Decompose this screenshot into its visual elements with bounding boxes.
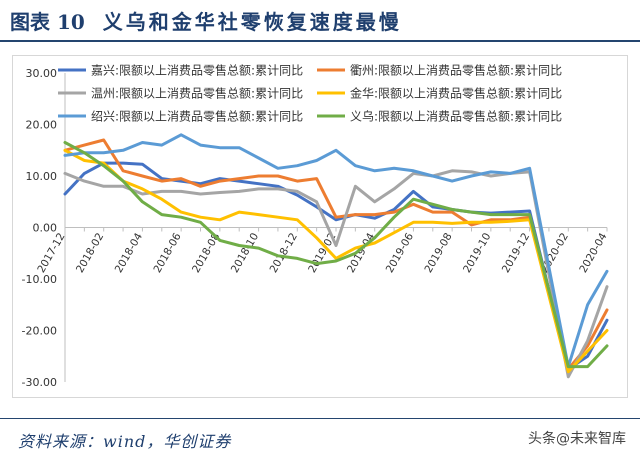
- legend-label-3: 温州:限额以上消费品零售总额:累计同比: [91, 86, 303, 101]
- y-tick-label: -10.00: [22, 273, 57, 286]
- legend-label-4: 金华:限额以上消费品零售总额:累计同比: [350, 86, 562, 101]
- legend-label-2: 衢州:限额以上消费品零售总额:累计同比: [350, 63, 562, 78]
- line-chart: 30.00 20.00 10.00 0.00 -10.00 -20.00 -30.00 201…: [22, 63, 610, 390]
- x-tick-label: 2019-10: [461, 231, 493, 275]
- x-tick-label: 2017-12: [35, 231, 67, 275]
- y-tick-label: -30.00: [22, 376, 57, 389]
- y-tick-label: -20.00: [22, 325, 57, 338]
- series-line-3: [63, 169, 609, 379]
- legend-label-1: 嘉兴:限额以上消费品零售总额:累计同比: [91, 63, 303, 78]
- y-tick-label: 0.00: [33, 222, 58, 235]
- chart-title: 义乌和金华社零恢复速度最慢: [102, 9, 402, 34]
- y-tick-label: 10.00: [26, 170, 58, 183]
- legend-label-5: 绍兴:限额以上消费品零售总额:累计同比: [91, 109, 303, 124]
- y-tick-label: 30.00: [26, 67, 58, 80]
- x-tick-label: 2018-10: [229, 231, 261, 275]
- watermark: 头条@未来智库: [528, 431, 626, 447]
- legend-label-6: 义乌:限额以上消费品零售总额:累计同比: [350, 109, 562, 124]
- x-tick-label: 2020-04: [577, 231, 609, 275]
- series-line-5: [63, 133, 609, 369]
- chart-frame: 30.00 20.00 10.00 0.00 -10.00 -20.00 -30.00 201…: [12, 55, 628, 398]
- x-tick-label: 2018-06: [151, 231, 183, 275]
- title-divider: [0, 40, 640, 42]
- x-tick-label: 2018-04: [113, 231, 145, 275]
- source-note: 资料来源：wind，华创证券: [18, 432, 232, 451]
- x-tick-label: 2019-04: [345, 231, 377, 275]
- x-tick-label: 2019-08: [422, 231, 454, 275]
- series-line-2: [63, 138, 609, 371]
- series-line-6: [63, 141, 609, 369]
- y-tick-label: 20.00: [26, 119, 58, 132]
- source-divider: [0, 418, 640, 419]
- series-line-1: [63, 161, 609, 371]
- x-tick-label: 2018-02: [74, 231, 106, 275]
- x-tick-label: 2019-06: [384, 231, 416, 275]
- figure-title: 图表 10 义乌和金华社零恢复速度最慢: [0, 0, 640, 40]
- figure-number: 图表 10: [10, 9, 85, 34]
- series-line-4: [63, 148, 609, 374]
- x-tick-label: 2019-12: [500, 231, 532, 275]
